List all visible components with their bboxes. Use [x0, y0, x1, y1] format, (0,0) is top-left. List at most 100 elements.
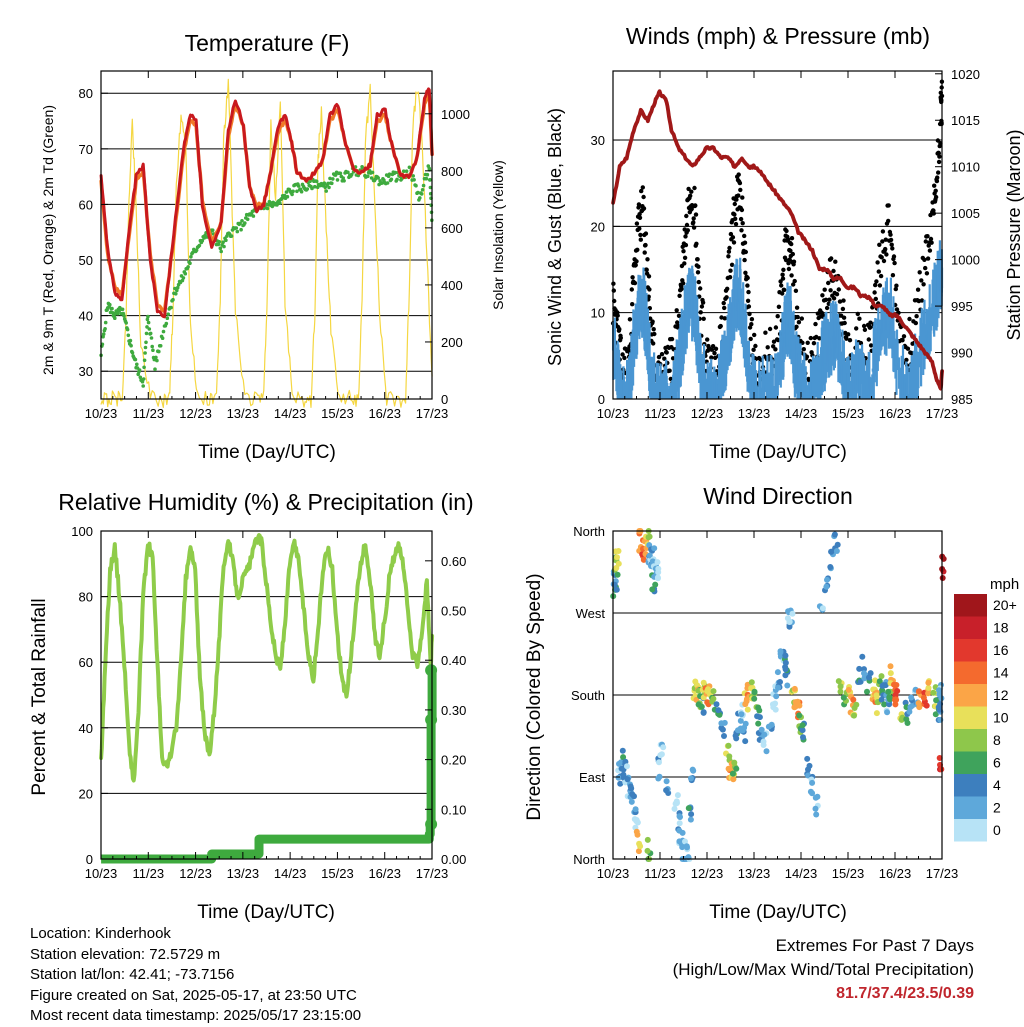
dewpoint-point: [130, 351, 135, 355]
x-tick-label: 13/23: [738, 866, 771, 881]
direction-point: [716, 711, 723, 718]
dewpoint-point: [181, 276, 186, 280]
gust-point: [913, 320, 918, 326]
gust-point: [861, 323, 867, 329]
gust-point: [634, 259, 639, 264]
dewpoint-point: [305, 187, 310, 191]
direction-point: [725, 765, 732, 772]
gust-point: [847, 338, 853, 343]
dewpoint-point: [110, 311, 115, 315]
direction-point: [652, 581, 659, 588]
direction-point: [856, 665, 863, 672]
direction-point: [731, 759, 738, 766]
direction-point: [938, 766, 945, 773]
x-tick-label: 11/23: [132, 866, 164, 881]
gust-point: [842, 320, 847, 326]
gust-point: [886, 203, 891, 208]
direction-point: [654, 574, 661, 581]
gust-point: [829, 256, 834, 261]
direction-point: [933, 697, 940, 704]
gust-point: [874, 279, 879, 284]
winds-panel: Winds (mph) & Pressure (mb) Time (Day/UT…: [545, 23, 1024, 463]
direction-point: [614, 571, 621, 578]
dewpoint-point: [251, 214, 256, 218]
extremes-values: 81.7/37.4/23.5/0.39: [836, 985, 974, 1002]
gust-point: [799, 316, 804, 321]
direction-point: [861, 666, 867, 673]
direction-point: [925, 684, 932, 691]
dewpoint-point: [180, 278, 185, 283]
direction-point: [807, 788, 814, 795]
dewpoint-point: [157, 349, 161, 354]
pressure-series: [611, 89, 944, 391]
x-tick-label: 10/23: [85, 866, 118, 881]
direction-point: [700, 709, 707, 716]
direction-point: [867, 670, 874, 677]
gust-point: [668, 376, 673, 382]
x-tick-label: 15/23: [321, 866, 354, 881]
gust-point: [726, 254, 731, 259]
gust-point: [808, 335, 813, 341]
y2-tick-label: 0.40: [441, 653, 466, 668]
y-tick-label: 30: [79, 364, 93, 379]
direction-point: [744, 706, 751, 713]
x-tick-label: 13/23: [738, 406, 771, 421]
direction-point: [615, 774, 622, 781]
direction-point: [654, 559, 661, 566]
y2-tick-label: 0.30: [441, 703, 466, 718]
direction-point: [799, 727, 806, 734]
direction-point: [837, 688, 844, 695]
dewpoint-point: [349, 172, 354, 177]
direction-point: [763, 748, 770, 755]
gust-point: [682, 255, 688, 260]
dewpoint-point: [296, 184, 301, 188]
gust-point: [699, 304, 705, 309]
gust-point: [894, 283, 899, 288]
y2-tick-label: 0.20: [441, 753, 466, 768]
gust-point: [877, 283, 883, 288]
gust-point: [827, 297, 832, 302]
dewpoint-point: [153, 367, 157, 372]
latlon-text: Station lat/lon: 42.41; -73.7156: [30, 966, 235, 983]
dewpoint-point: [122, 314, 126, 318]
dewpoint-point: [322, 181, 327, 185]
direction-point: [887, 694, 894, 701]
colorbar-label: 10: [993, 710, 1009, 726]
dewpoint-point: [150, 344, 154, 349]
direction-point: [646, 533, 653, 540]
direction-point: [772, 706, 779, 713]
direction-point: [773, 693, 780, 700]
gust-point: [679, 286, 684, 292]
gust-point: [736, 193, 741, 198]
direction-point: [688, 811, 695, 818]
gust-point: [854, 326, 859, 331]
dewpoint-point: [165, 316, 170, 321]
y2-tick-label: 0.50: [441, 604, 466, 619]
gust-point: [931, 211, 936, 216]
gust-point: [763, 330, 768, 335]
gust-point: [782, 287, 787, 293]
y-tick-label: 0: [86, 852, 93, 867]
gust-point: [633, 262, 638, 268]
direction-point: [794, 698, 801, 705]
gust-point: [815, 311, 821, 316]
gust-point: [749, 322, 754, 327]
direction-point: [751, 689, 758, 696]
y2-tick-label: 995: [951, 299, 973, 314]
direction-point: [704, 699, 711, 706]
y-tick-label: 60: [79, 197, 93, 212]
gust-point: [886, 218, 891, 224]
y-tick-label: South: [571, 688, 605, 703]
gust-point: [648, 316, 653, 321]
direction-point: [721, 733, 727, 739]
gust-point: [629, 287, 634, 292]
dewpoint-point: [370, 170, 375, 175]
direction-point: [718, 724, 725, 731]
gust-point: [695, 257, 700, 262]
gust-point: [879, 255, 884, 260]
dewpoint-point: [154, 355, 158, 360]
gust-point: [936, 170, 941, 175]
direction-point: [782, 659, 789, 666]
direction-point: [742, 738, 749, 745]
dewpoint-point: [108, 302, 112, 307]
